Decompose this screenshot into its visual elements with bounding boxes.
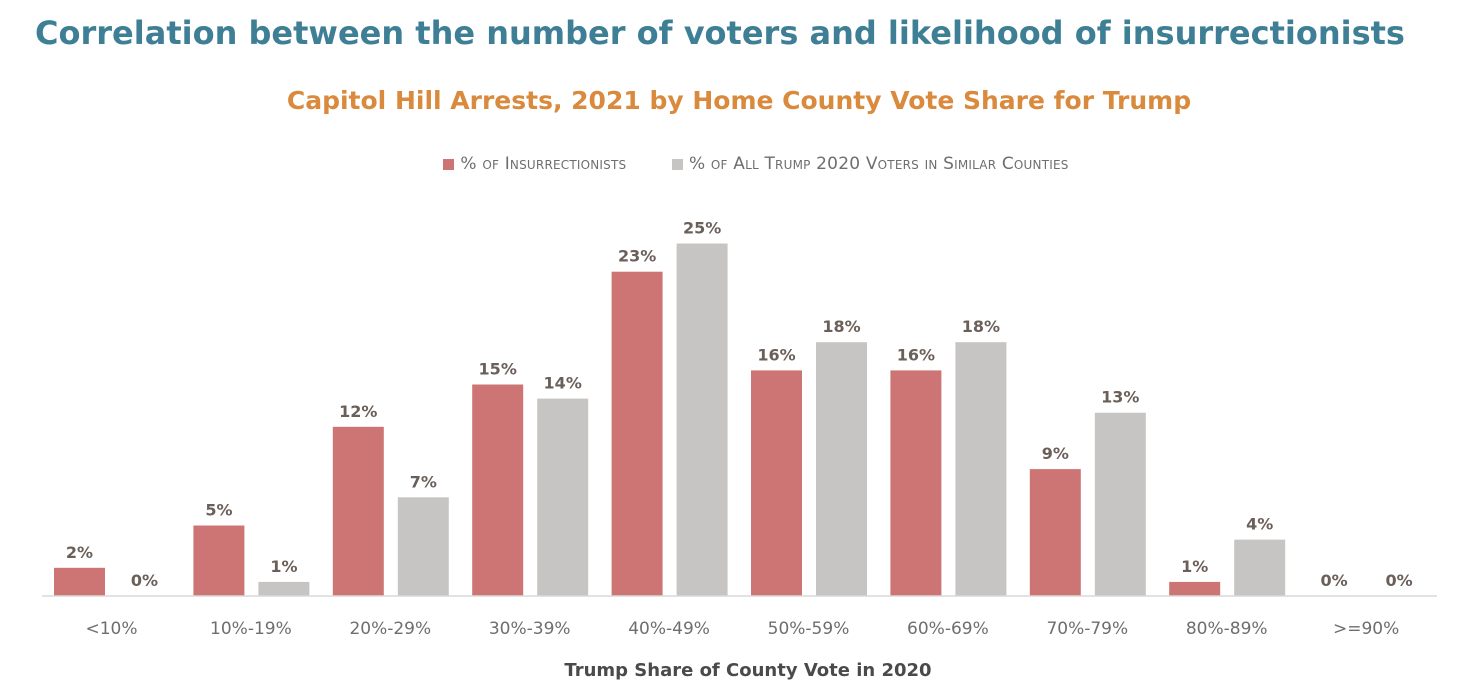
- legend-label-insurrectionists: % of Insurrectionists: [460, 154, 627, 174]
- x-tick-label-0: <10%: [85, 619, 137, 639]
- bar-voters-4: [676, 243, 728, 596]
- bar-insurrectionists-8: [1169, 581, 1221, 596]
- bars-layer: 2% 0% 5% 1% 12% 7% 15% 14% 23% 25% 16% 18% 16% 18% 9% 1…: [54, 219, 1413, 596]
- chart-legend: % of Insurrectionists % of All Trump 202…: [0, 154, 1465, 175]
- bar-label-insurrectionists-5: 16%: [757, 345, 795, 364]
- bar-label-voters-2: 7%: [410, 472, 437, 491]
- bar-voters-2: [397, 497, 449, 596]
- bar-label-insurrectionists-4: 23%: [618, 247, 656, 266]
- bar-label-insurrectionists-6: 16%: [897, 345, 935, 364]
- bar-voters-3: [537, 398, 589, 596]
- bar-label-insurrectionists-8: 1%: [1181, 557, 1208, 576]
- bar-voters-1: [258, 581, 310, 596]
- bar-insurrectionists-2: [332, 426, 384, 596]
- bar-insurrectionists-3: [472, 384, 524, 596]
- bar-label-voters-4: 25%: [683, 219, 721, 238]
- bar-insurrectionists-6: [890, 370, 942, 596]
- bar-insurrectionists-1: [193, 525, 245, 596]
- bar-voters-8: [1234, 539, 1286, 596]
- bar-label-voters-3: 14%: [544, 374, 582, 393]
- x-tick-label-5: 50%-59%: [768, 619, 850, 639]
- bar-label-voters-6: 18%: [962, 317, 1000, 336]
- bar-label-insurrectionists-9: 0%: [1321, 571, 1348, 590]
- bar-label-voters-7: 13%: [1101, 388, 1139, 407]
- legend-swatch-insurrectionists: [443, 158, 455, 170]
- x-tick-label-9: >=90%: [1333, 619, 1399, 639]
- legend-swatch-voters: [671, 158, 683, 170]
- x-tick-label-6: 60%-69%: [907, 619, 989, 639]
- bar-voters-7: [1094, 412, 1146, 596]
- bar-insurrectionists-7: [1029, 469, 1081, 596]
- bar-label-voters-1: 1%: [270, 557, 297, 576]
- bar-label-voters-5: 18%: [822, 317, 860, 336]
- x-axis-title: Trump Share of County Vote in 2020: [564, 660, 931, 681]
- legend-item-voters: % of All Trump 2020 Voters in Similar Co…: [671, 154, 1069, 174]
- x-tick-labels: <10% 10%-19% 20%-29% 30%-39% 40%-49% 50%-59% 6…: [85, 619, 1399, 639]
- x-tick-label-4: 40%-49%: [628, 619, 710, 639]
- bar-label-insurrectionists-1: 5%: [205, 501, 232, 520]
- bar-label-insurrectionists-3: 15%: [479, 360, 517, 379]
- chart-title: Capitol Hill Arrests, 2021 by Home Count…: [286, 86, 1192, 115]
- bar-label-voters-8: 4%: [1246, 515, 1273, 534]
- legend-item-insurrectionists: % of Insurrectionists: [443, 154, 626, 174]
- x-tick-label-3: 30%-39%: [489, 619, 571, 639]
- x-tick-label-1: 10%-19%: [210, 619, 292, 639]
- bar-insurrectionists-4: [611, 271, 663, 596]
- bar-insurrectionists-0: [54, 567, 105, 596]
- x-tick-label-2: 20%-29%: [349, 619, 431, 639]
- bar-voters-5: [816, 342, 867, 596]
- bar-voters-6: [955, 342, 1007, 596]
- bar-label-insurrectionists-7: 9%: [1042, 444, 1069, 463]
- x-tick-label-8: 80%-89%: [1186, 619, 1268, 639]
- legend-label-voters: % of All Trump 2020 Voters in Similar Co…: [688, 154, 1069, 174]
- bar-insurrectionists-5: [751, 370, 802, 596]
- bar-label-insurrectionists-0: 2%: [66, 543, 93, 562]
- x-tick-label-7: 70%-79%: [1046, 619, 1128, 639]
- bar-label-insurrectionists-2: 12%: [339, 402, 377, 421]
- page-title: Correlation between the number of voters…: [35, 14, 1405, 52]
- bar-label-voters-0: 0%: [131, 571, 158, 590]
- bar-label-voters-9: 0%: [1386, 571, 1413, 590]
